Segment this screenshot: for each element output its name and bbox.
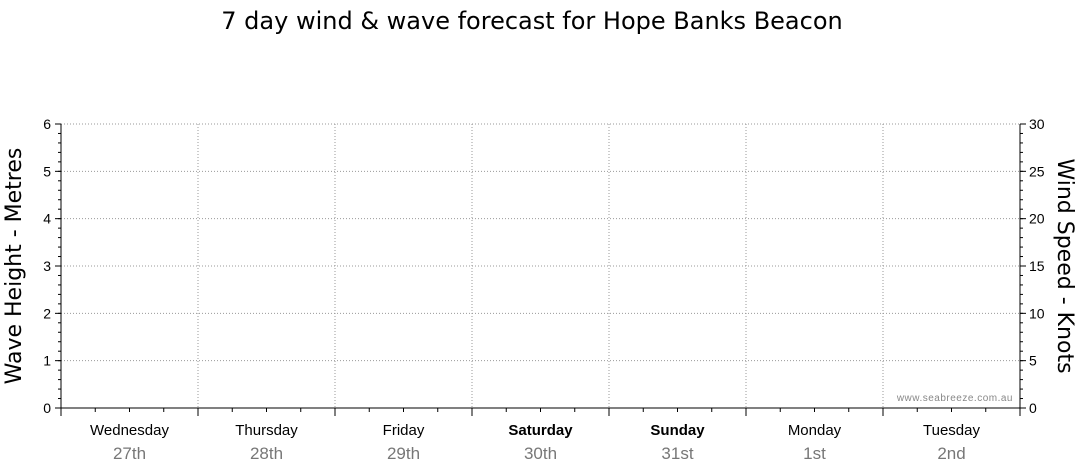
left-tick-label: 6 — [43, 116, 51, 132]
right-tick-label: 15 — [1029, 258, 1045, 274]
axes — [60, 124, 1021, 409]
day-name-label: Tuesday — [923, 422, 980, 439]
day-date-label: 30th — [524, 444, 557, 463]
day-date-label: 1st — [803, 444, 826, 463]
watermark: www.seabreeze.com.au — [896, 393, 1013, 404]
right-tick-label: 25 — [1029, 163, 1045, 179]
day-name-label: Wednesday — [90, 422, 169, 439]
day-name-label: Saturday — [508, 422, 573, 439]
day-name-label: Thursday — [235, 422, 298, 439]
day-name-label: Sunday — [650, 422, 705, 439]
left-tick-label: 3 — [43, 258, 51, 274]
left-tick-label: 5 — [43, 163, 51, 179]
chart-title: 7 day wind & wave forecast for Hope Bank… — [221, 7, 842, 35]
day-name-label: Monday — [788, 422, 842, 439]
left-tick-label: 2 — [43, 305, 51, 321]
left-tick-label: 0 — [43, 400, 51, 416]
right-tick-label: 30 — [1029, 116, 1045, 132]
grid — [61, 123, 1020, 408]
left-axis-label: Wave Height - Metres — [2, 148, 27, 385]
left-axis-ticks: 0 1 2 3 4 5 6 — [43, 116, 61, 416]
day-date-label: 31st — [661, 444, 693, 463]
right-tick-label: 5 — [1029, 353, 1037, 369]
day-date-label: 29th — [387, 444, 420, 463]
right-axis-label: Wind Speed - Knots — [1052, 158, 1077, 373]
left-tick-label: 1 — [43, 353, 51, 369]
day-name-label: Friday — [383, 422, 425, 439]
left-tick-label: 4 — [43, 211, 51, 227]
right-tick-label: 20 — [1029, 211, 1045, 227]
right-axis-ticks: 0 5 10 15 20 25 30 — [1020, 116, 1045, 416]
day-date-label: 28th — [250, 444, 283, 463]
day-date-label: 27th — [113, 444, 146, 463]
x-axis-labels: Wednesday 27th Thursday 28th Friday 29th Satur… — [60, 408, 1021, 463]
day-date-label: 2nd — [937, 444, 965, 463]
right-tick-label: 0 — [1029, 400, 1037, 416]
right-tick-label: 10 — [1029, 305, 1045, 321]
